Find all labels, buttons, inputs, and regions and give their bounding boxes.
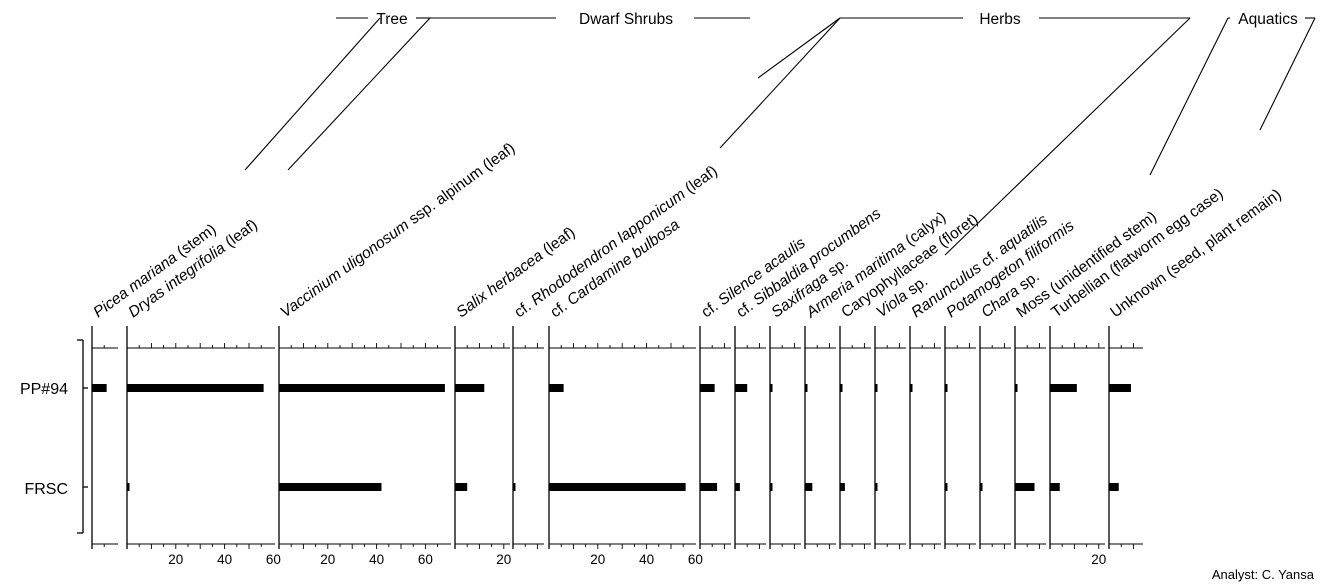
taxon-panel-9 (804, 326, 836, 549)
bar-frsc (700, 483, 718, 491)
tick-label: 20 (590, 552, 605, 567)
label-layer: Picea mariana (stem)Dryas integrifolia (… (90, 140, 1284, 322)
bar-pp94 (910, 384, 913, 392)
bar-pp94 (945, 384, 948, 392)
bar-frsc (1050, 483, 1060, 491)
taxon-panel-17 (1108, 326, 1143, 549)
taxon-panel-16: 20 (1049, 326, 1106, 567)
bar-frsc (549, 483, 686, 491)
bar-pp94 (127, 384, 264, 392)
group-leader-line (244, 17, 381, 171)
group-label-1: Dwarf Shrubs (579, 11, 673, 28)
group-label-3: Aquatics (1238, 11, 1298, 28)
tick-label: 20 (496, 552, 511, 567)
group-leader-line (1149, 17, 1229, 176)
bar-pp94 (840, 384, 843, 392)
bar-frsc (455, 483, 468, 491)
taxon-panel-7 (734, 326, 766, 549)
bar-pp94 (805, 384, 808, 392)
group-leader-line (757, 17, 841, 79)
bar-frsc (513, 483, 516, 491)
tick-label: 60 (688, 552, 703, 567)
bar-pp94 (875, 384, 878, 392)
bar-pp94 (92, 384, 107, 392)
bar-frsc (875, 483, 878, 491)
taxon-panel-15 (1014, 326, 1046, 549)
bar-pp94 (549, 384, 564, 392)
tick-label: 40 (639, 552, 654, 567)
group-bracket-layer: Tree Dwarf Shrubs Herbs Aquatics (244, 11, 1316, 256)
taxon-panel-4 (512, 326, 544, 549)
taxon-panel-13 (944, 326, 976, 549)
taxon-panel-5: 20 40 60 (548, 326, 703, 567)
bar-frsc (735, 483, 740, 491)
bar-frsc (279, 483, 382, 491)
taxon-panel-3: 20 (454, 326, 511, 567)
sample-label-pp94: PP#94 (20, 381, 68, 398)
bar-frsc (1015, 483, 1035, 491)
bar-pp94 (1050, 384, 1077, 392)
bar-pp94 (455, 384, 485, 392)
group-leader-line (1259, 17, 1316, 131)
bar-frsc (945, 483, 948, 491)
taxon-panel-2: 20 40 60 (278, 326, 451, 567)
bar-pp94 (1015, 384, 1018, 392)
group-label-0: Tree (376, 11, 407, 28)
bar-frsc (840, 483, 845, 491)
bar-pp94 (735, 384, 748, 392)
taxon-panel-0 (91, 326, 118, 549)
bar-pp94 (1109, 384, 1131, 392)
panel-layer: 20 40 60 20 40 60 20 20 40 60 20 (77, 326, 1143, 567)
taxon-panel-12 (909, 326, 941, 549)
taxon-panel-1: 20 40 60 (126, 326, 281, 567)
bar-pp94 (770, 384, 773, 392)
tick-label: 20 (168, 552, 183, 567)
bar-frsc (770, 483, 773, 491)
group-leader-line (719, 17, 841, 149)
taxon-panel-6 (699, 326, 731, 549)
bar-frsc (127, 483, 130, 491)
taxon-panel-8 (769, 326, 801, 549)
bar-pp94 (700, 384, 715, 392)
tick-label: 60 (266, 552, 281, 567)
group-leader-line (944, 17, 1191, 256)
bar-frsc (1109, 483, 1119, 491)
tick-label: 20 (320, 552, 335, 567)
taxon-panel-14 (979, 326, 1011, 549)
tick-label: 20 (1091, 552, 1106, 567)
bar-frsc (980, 483, 983, 491)
bar-frsc (805, 483, 813, 491)
group-label-2: Herbs (979, 11, 1021, 28)
analyst-credit: Analyst: C. Yansa (1212, 567, 1315, 582)
sample-label-frsc: FRSC (24, 481, 68, 498)
group-leader-line (287, 17, 431, 171)
tick-label: 40 (369, 552, 384, 567)
taxon-panel-11 (874, 326, 906, 549)
tick-label: 40 (217, 552, 232, 567)
taxon-panel-10 (839, 326, 871, 549)
bar-pp94 (279, 384, 445, 392)
tick-label: 60 (418, 552, 433, 567)
